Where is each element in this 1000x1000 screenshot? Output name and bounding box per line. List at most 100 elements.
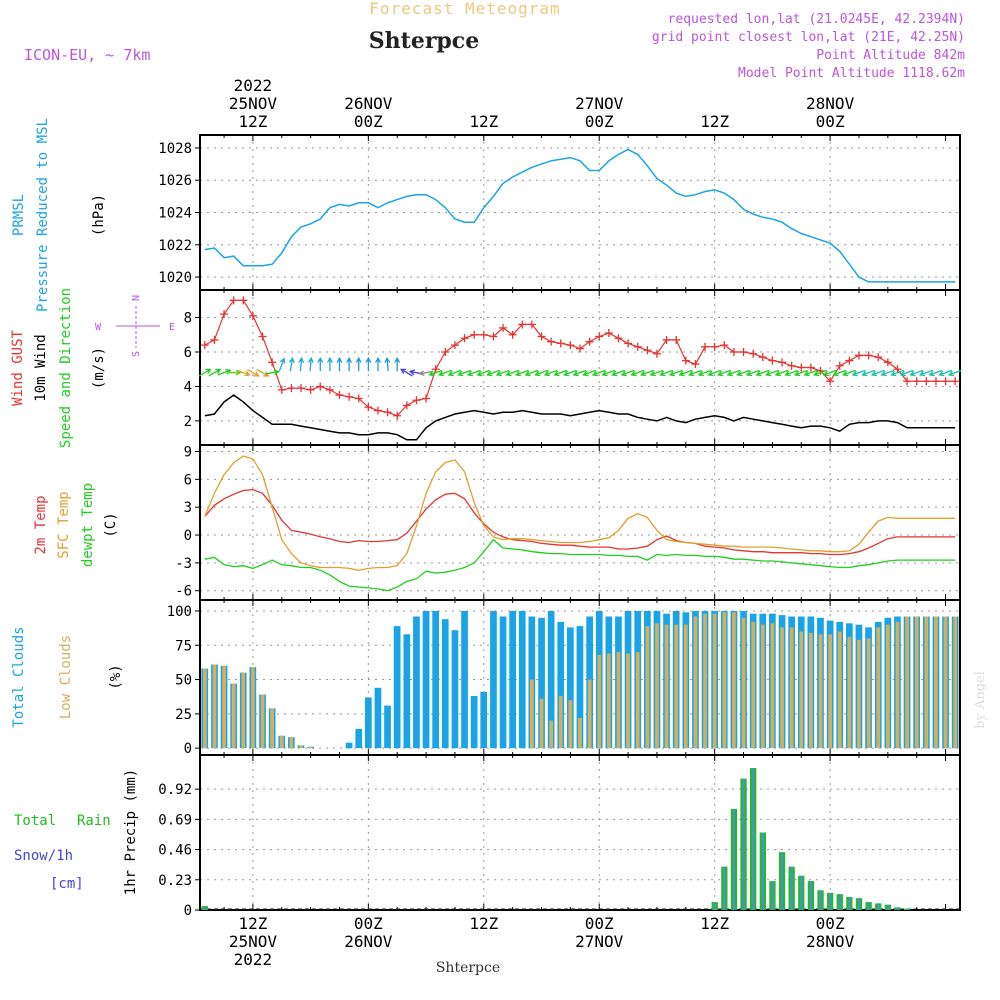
gust-point [220, 310, 229, 319]
temp-labels: 2m Temp SFC Temp dewpt Temp (C) [33, 483, 119, 567]
gust-point [931, 377, 940, 386]
wind-direction-arrow [611, 369, 625, 377]
gust-point [758, 353, 767, 362]
product-title: Forecast Meteogram [369, 0, 560, 18]
top-time-label: 00Z [816, 112, 845, 131]
gust-point [499, 323, 508, 332]
point-altitude: Point Altitude 842m [816, 48, 965, 63]
clouds-ytick-label: 0 [184, 741, 192, 757]
gust-point [893, 365, 902, 374]
gust-point [556, 339, 565, 348]
bottom-time-label: 25NOV [229, 932, 278, 951]
gust-point [749, 349, 758, 358]
wind-direction-arrow [620, 369, 635, 377]
wind-label-dir: Speed and Direction [58, 288, 74, 448]
gust-point [306, 385, 315, 394]
gust-point [508, 330, 517, 339]
model-altitude: Model Point Altitude 1118.62m [738, 66, 965, 81]
precip-label-snow: Snow/1h [14, 848, 73, 864]
wind-direction-arrow [447, 369, 462, 377]
rain-bar-core [896, 907, 899, 910]
low-clouds-bar [876, 627, 881, 749]
low-clouds-bar [539, 698, 544, 749]
gust-point [325, 385, 334, 394]
wind-direction-arrow [707, 369, 722, 377]
rain-bar-core [752, 768, 755, 910]
gust-point [854, 351, 863, 360]
wind-direction-arrow [278, 357, 286, 372]
gust-point [566, 341, 575, 350]
wind-label-10m: 10m Wind [33, 334, 49, 401]
low-clouds-bar [760, 624, 765, 749]
wind-direction-arrow [437, 369, 452, 377]
bottom-time-label: 26NOV [344, 932, 393, 951]
gust-point [595, 332, 604, 341]
pressure-ytick-label: 1028 [158, 141, 192, 157]
gust-point [826, 377, 835, 386]
low-clouds-bar [664, 624, 669, 749]
wind-direction-arrow [400, 368, 413, 377]
total-clouds-bar [441, 619, 449, 749]
top-time-label: 25NOV [229, 94, 278, 113]
gust-point [710, 342, 719, 351]
low-clouds-bar [212, 664, 217, 749]
wind-direction-arrow [524, 369, 539, 377]
gust-point [951, 377, 960, 386]
rain-bar-core [732, 808, 736, 910]
low-clouds-bar [828, 634, 832, 749]
precip-ytick-label: 0.46 [158, 843, 192, 859]
gust-point [845, 356, 854, 365]
top-time-label: 12Z [238, 112, 267, 131]
gust-point [210, 335, 219, 344]
low-clouds-bar [530, 679, 534, 749]
total-clouds-bar [470, 696, 478, 749]
wind-ytick-label: 6 [184, 345, 192, 361]
low-clouds-bar [818, 634, 823, 749]
low-clouds-bar [645, 626, 650, 749]
pressure-labels: PRMSL Pressure Reduced to MSL (hPa) [11, 118, 107, 312]
gust-point [797, 363, 806, 372]
low-clouds-bar [674, 624, 679, 749]
wind-direction-arrow [553, 369, 568, 377]
wind-label-unit: (m/s) [91, 347, 107, 389]
wind-speed-line [204, 394, 956, 441]
wind-direction-arrow [861, 369, 875, 377]
low-clouds-bar [655, 623, 659, 749]
wind-direction-arrow [774, 369, 789, 377]
gust-point [335, 391, 344, 400]
low-clouds-bar [626, 653, 630, 749]
compass-e: E [169, 322, 175, 333]
low-clouds-bar [260, 694, 265, 749]
low-clouds-bar [741, 617, 746, 749]
rain-bar-core [886, 904, 889, 910]
temperature-ytick-label: 6 [184, 472, 192, 488]
gust-point [537, 332, 546, 341]
wind-direction-arrow [832, 369, 847, 377]
gust-point [806, 363, 815, 372]
gust-point [739, 348, 748, 356]
gust-point [547, 337, 556, 346]
low-clouds-bar [597, 654, 602, 749]
wind-direction-arrow [880, 369, 895, 377]
wind-direction-arrow [543, 369, 558, 377]
gust-point [701, 342, 710, 351]
gust-point [903, 377, 912, 386]
pressure-label-unit: (hPa) [91, 194, 107, 236]
wind-label-gust: Wind GUST [10, 330, 26, 406]
wind-direction-arrow [418, 370, 433, 377]
gust-point [229, 296, 238, 305]
wind-direction-arrow [813, 369, 827, 377]
low-clouds-bar [799, 631, 804, 749]
compass-rose: N W E S [95, 295, 175, 357]
pressure-ytick-label: 1020 [158, 270, 192, 286]
gust-point [691, 360, 700, 369]
total-clouds-bar [345, 742, 353, 749]
precip-labels: Total Rain Snow/1h [cm] 1hr Precip (mm) [14, 769, 139, 895]
gust-point [200, 341, 209, 350]
gust-point [373, 406, 382, 415]
total-clouds-bar [518, 611, 526, 749]
wind-direction-arrow [755, 369, 770, 377]
gust-point [527, 320, 536, 329]
clouds-ytick-label: 75 [175, 638, 192, 654]
low-clouds-bar [222, 665, 226, 749]
